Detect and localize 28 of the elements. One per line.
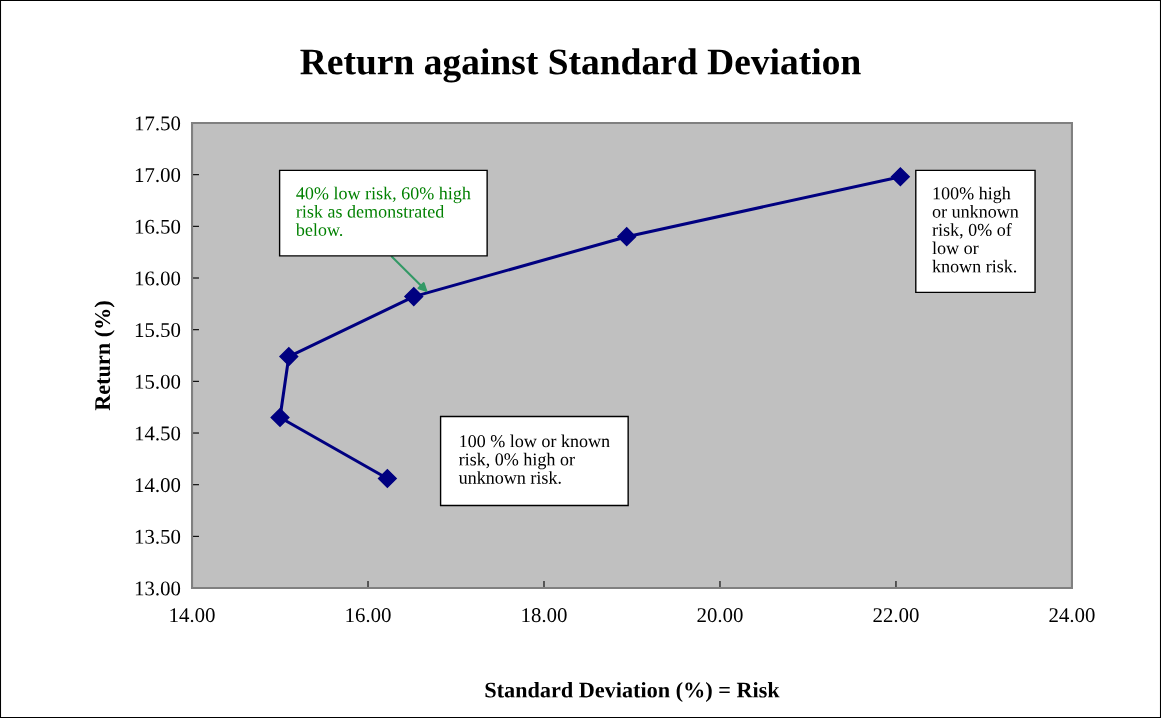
- point: [404, 287, 424, 307]
- y-tick-label: 13.50: [135, 529, 181, 544]
- point: [279, 347, 299, 367]
- x-tick-label: 22.00: [873, 608, 919, 623]
- y-tick-label: 15.00: [135, 374, 181, 389]
- annotation: 100% high or unknown risk, 0% of low or known risk.: [932, 186, 1019, 273]
- x-tick-label: 20.00: [697, 608, 743, 623]
- point: [377, 468, 397, 489]
- point: [270, 407, 290, 428]
- y-tick-label: 14.00: [135, 478, 181, 493]
- annotation: 100 % low or known risk, 0% high or unknown risk.: [458, 434, 610, 484]
- y-tick-label: 17.50: [135, 116, 181, 131]
- y-axis-title: Return (%): [94, 301, 115, 411]
- x-tick-label: 24.00: [1049, 608, 1095, 623]
- y-tick-label: 16.00: [135, 271, 181, 286]
- annotation: 40% low risk, 60% high risk as demonstrated below.: [295, 186, 471, 237]
- y-tick-label: 15.50: [135, 323, 181, 338]
- x-tick-label: 18.00: [522, 608, 567, 623]
- x-axis-title: Standard Deviation (%) = Risk: [485, 681, 780, 703]
- x-tick-label: 16.00: [346, 608, 391, 623]
- point: [890, 167, 910, 187]
- y-tick-label: 13.00: [135, 581, 181, 596]
- x-tick-label: 14.00: [170, 608, 215, 623]
- chart-title: Return against Standard Deviation: [300, 48, 861, 83]
- y-tick-label: 16.50: [135, 219, 181, 234]
- point: [617, 227, 637, 247]
- y-tick-label: 14.50: [135, 426, 181, 441]
- y-tick-label: 17.00: [135, 168, 181, 183]
